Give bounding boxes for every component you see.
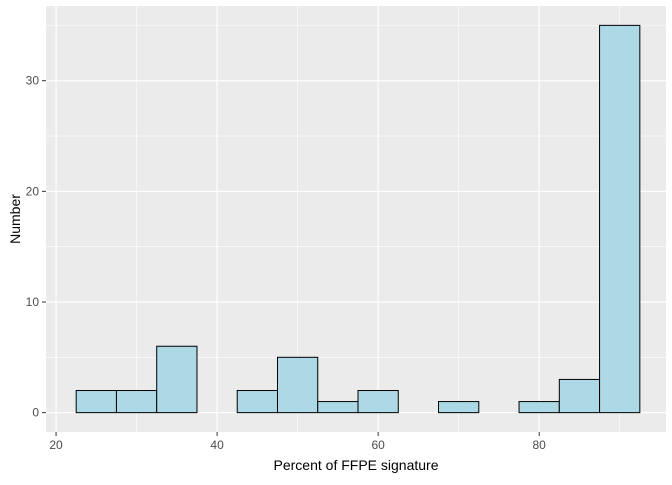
y-axis-title: Number — [7, 194, 23, 244]
histogram-bar — [438, 401, 480, 414]
x-axis-ticks: 20 40 60 80 — [49, 432, 546, 452]
histogram-bar — [317, 401, 359, 414]
histogram-bar — [558, 378, 601, 414]
histogram-bar — [599, 24, 641, 414]
y-tick-label: 20 — [26, 184, 40, 198]
plot-panel — [46, 6, 666, 432]
y-tick-label: 0 — [32, 406, 39, 420]
histogram-bar — [357, 390, 399, 414]
histogram-bars — [75, 24, 641, 414]
y-tick-label: 30 — [26, 74, 40, 88]
histogram-bar — [236, 390, 278, 414]
y-axis-ticks: 0 10 20 30 — [26, 74, 46, 420]
histogram-bar — [276, 356, 319, 414]
x-tick-label: 20 — [49, 438, 63, 452]
y-tick-label: 10 — [26, 295, 40, 309]
histogram-bar — [518, 401, 560, 414]
x-tick-label: 60 — [371, 438, 385, 452]
histogram-bar — [156, 345, 198, 414]
histogram-bar — [115, 390, 158, 414]
x-tick-label: 40 — [210, 438, 224, 452]
histogram-bar — [75, 390, 117, 414]
x-tick-label: 80 — [533, 438, 547, 452]
x-axis-title: Percent of FFPE signature — [274, 457, 439, 473]
